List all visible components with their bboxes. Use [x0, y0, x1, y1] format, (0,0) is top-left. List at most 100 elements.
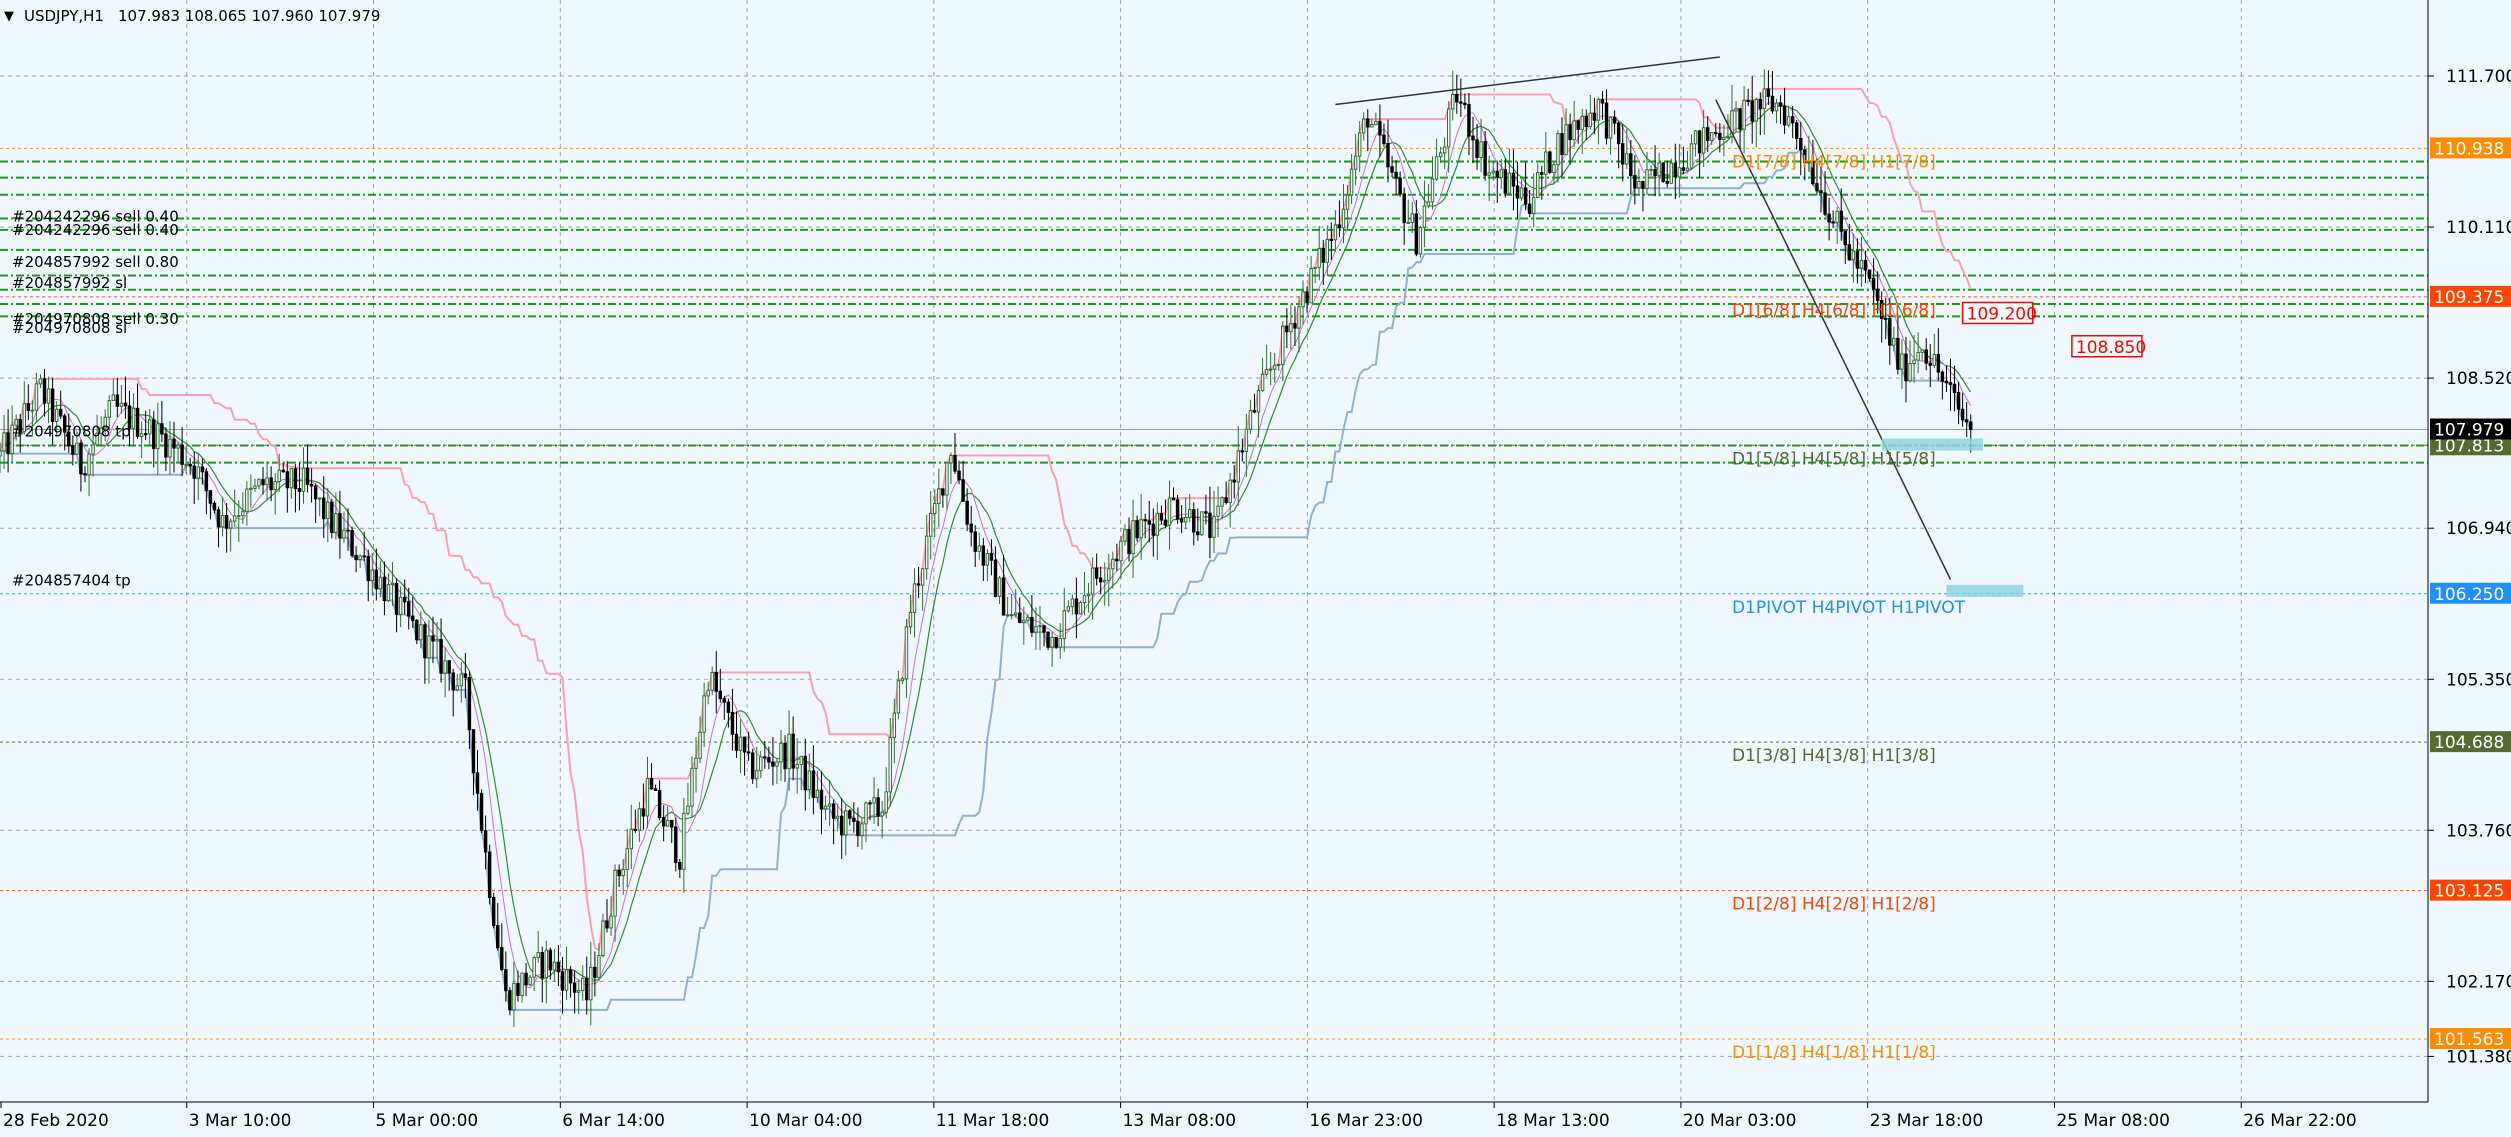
candle-body [682, 812, 686, 870]
candle-body [1333, 224, 1338, 241]
candle-body [111, 394, 116, 402]
candle-body [1183, 516, 1188, 523]
candle-body [1969, 421, 1973, 430]
candle-body [597, 955, 601, 978]
candle-body [374, 569, 379, 590]
candle-body [981, 545, 986, 566]
candle-body [629, 828, 633, 850]
candle-body [232, 515, 237, 522]
candle-body [1782, 105, 1787, 126]
y-tick-label: 111.700 [2446, 67, 2511, 87]
candle-body [718, 690, 723, 700]
candle-body [313, 485, 318, 500]
candle-body [1851, 250, 1856, 261]
candle-body [58, 408, 63, 417]
candle-body [1277, 363, 1281, 366]
candle-body [1074, 598, 1079, 615]
candle-body [1062, 610, 1066, 639]
candle-body [212, 502, 217, 511]
candle-body [1382, 134, 1386, 145]
candle-body [1001, 577, 1006, 616]
candle-body [1256, 389, 1261, 413]
candle-body [63, 415, 67, 433]
candle-body [1293, 323, 1297, 329]
candle-body [406, 601, 411, 617]
candle-body [1467, 104, 1471, 137]
candle-body [496, 925, 500, 949]
candle-body [1349, 168, 1354, 196]
candle-body [180, 444, 184, 465]
x-tick-label: 6 Mar 14:00 [562, 1111, 665, 1131]
candle-body [698, 731, 702, 759]
candle-body [1362, 118, 1366, 134]
candle-body [1434, 156, 1439, 180]
candle-body [1616, 122, 1621, 145]
price-tag-label: 107.813 [2434, 436, 2504, 456]
candle-body [1612, 116, 1617, 124]
candle-body [1042, 625, 1046, 633]
candle-body [576, 989, 581, 993]
candle-body [1050, 636, 1054, 648]
target-zone-box [1881, 438, 1983, 451]
candle-body [1446, 108, 1451, 148]
candle-body [1260, 373, 1265, 391]
candle-body [1495, 170, 1499, 178]
candle-body [188, 463, 192, 467]
candle-body [172, 438, 176, 449]
candle-body [26, 403, 31, 411]
murrey-level-label: D1[1/8] H4[1/8] H1[1/8] [1732, 1043, 1936, 1063]
candle-body [1908, 362, 1912, 382]
candle-body [1523, 187, 1528, 205]
candle-body [508, 990, 512, 1011]
candle-body [475, 772, 480, 794]
candle-body [1511, 172, 1516, 187]
candle-body [710, 671, 714, 691]
candle-body [1531, 196, 1536, 214]
candle-body [1734, 108, 1738, 112]
candle-body [1540, 172, 1544, 175]
candle-body [386, 584, 391, 602]
candle-body [338, 513, 342, 539]
candle-body [536, 952, 540, 959]
header-menu-icon[interactable]: ▼ [4, 9, 14, 24]
candle-body [1341, 208, 1346, 229]
candle-body [1196, 531, 1200, 536]
candle-body [293, 468, 298, 490]
candle-body [1366, 118, 1370, 128]
candle-body [394, 582, 399, 615]
candle-body [1888, 318, 1892, 346]
candle-body [920, 568, 925, 586]
candle-body [1378, 120, 1382, 136]
candle-body [1459, 101, 1463, 104]
candle-body [1855, 250, 1860, 269]
candle-body [811, 770, 816, 798]
candle-body [42, 378, 47, 404]
price-tag-box [2430, 137, 2511, 159]
order-label: #204970808 sell 0.30 [12, 310, 179, 328]
candle-body [1730, 110, 1734, 138]
candle-body [1123, 529, 1127, 542]
candle-body [1738, 108, 1742, 130]
candle-body [1645, 169, 1649, 189]
candle-body [168, 438, 172, 458]
candle-body [1111, 558, 1115, 570]
order-label: #204857992 sell 0.80 [12, 253, 179, 271]
candle-body [1374, 120, 1378, 126]
candle-body [1422, 205, 1427, 229]
candle-body [350, 530, 354, 556]
candle-body [1066, 606, 1071, 612]
candle-body [1309, 268, 1313, 304]
candle-body [1086, 593, 1091, 597]
candle-body [1248, 410, 1253, 430]
candle-body [1463, 102, 1467, 106]
candle-body [1790, 116, 1795, 124]
candle-body [1232, 479, 1236, 483]
candle-body [1588, 112, 1593, 128]
candle-body [1758, 99, 1763, 110]
candle-body [164, 433, 168, 458]
candle-body [358, 555, 362, 560]
candle-body [2, 432, 6, 452]
candle-body [200, 466, 205, 473]
